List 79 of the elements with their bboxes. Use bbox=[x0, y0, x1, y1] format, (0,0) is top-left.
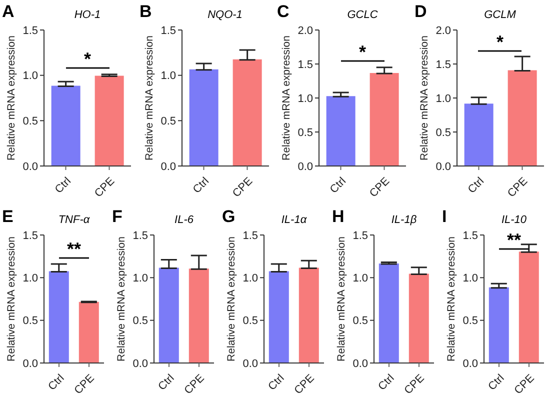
text: F bbox=[112, 207, 122, 227]
y-axis-title: Relative mRNA expression bbox=[418, 35, 430, 160]
chart-title: IL-1α bbox=[280, 214, 308, 226]
text: A bbox=[2, 2, 14, 22]
y-axis-title: Relative mRNA expression bbox=[336, 236, 348, 362]
y-tick-label: 1.0 bbox=[435, 92, 450, 105]
chart-title: IL-10 bbox=[500, 214, 528, 226]
chart-title: NQO-1 bbox=[206, 9, 244, 21]
text: D bbox=[414, 2, 427, 22]
y-tick-label: 0.0 bbox=[462, 358, 478, 370]
y-tick-label: 0.0 bbox=[352, 358, 368, 370]
y-tick-label: 0.0 bbox=[435, 160, 450, 173]
y-tick-label: 0.5 bbox=[298, 126, 313, 139]
y-tick-label: 0.0 bbox=[22, 160, 38, 173]
chart-title: GCLM bbox=[483, 9, 517, 21]
y-tick-label: 1.5 bbox=[298, 58, 313, 71]
annotation: * bbox=[82, 49, 92, 70]
y-tick-label: 1.0 bbox=[22, 70, 38, 82]
y-axis-title: Relative mRNA expression bbox=[116, 236, 128, 362]
chart-title: GCLC bbox=[346, 9, 379, 21]
x-tick-label: Ctrl bbox=[328, 175, 349, 196]
y-tick-label: 1.5 bbox=[22, 230, 38, 242]
y-tick-label: 0.0 bbox=[298, 160, 313, 173]
y-tick-label: 0.5 bbox=[132, 315, 148, 328]
y-tick-label: 0.5 bbox=[435, 126, 450, 139]
y-tick-label: 1.0 bbox=[352, 272, 368, 285]
y-tick-label: 1.0 bbox=[22, 272, 38, 285]
text: H bbox=[332, 207, 344, 227]
y-axis-title: Relative mRNA expression bbox=[6, 35, 18, 160]
x-tick-label: Ctrl bbox=[46, 372, 67, 393]
chart-title: IL-6 bbox=[174, 214, 194, 226]
y-tick-label: 0.0 bbox=[160, 160, 176, 173]
text: C bbox=[277, 2, 290, 22]
annotation: * bbox=[495, 32, 504, 52]
text: I bbox=[442, 207, 447, 227]
y-tick-label: 1.0 bbox=[298, 92, 313, 105]
annotation: ** bbox=[506, 230, 522, 250]
y-tick-label: 0.0 bbox=[22, 358, 38, 370]
y-tick-label: 1.0 bbox=[132, 272, 148, 285]
annotation: * bbox=[358, 42, 367, 62]
y-tick-label: 2.0 bbox=[298, 24, 313, 37]
y-tick-label: 0.5 bbox=[352, 315, 368, 328]
annotation: ** bbox=[66, 239, 82, 259]
text: G bbox=[222, 207, 236, 227]
chart-title: TNF-α bbox=[57, 214, 91, 226]
y-tick-label: 1.5 bbox=[22, 24, 38, 37]
y-tick-label: 1.5 bbox=[352, 230, 368, 242]
y-tick-label: 0.5 bbox=[462, 315, 478, 328]
y-axis-title: Relative mRNA expression bbox=[226, 236, 238, 362]
y-tick-label: 1.0 bbox=[242, 272, 258, 285]
y-tick-label: 1.5 bbox=[242, 230, 258, 242]
y-tick-label: 1.5 bbox=[435, 58, 450, 71]
y-tick-label: 2.0 bbox=[435, 24, 450, 37]
y-tick-label: 0.5 bbox=[242, 315, 258, 328]
y-tick-label: 0.5 bbox=[22, 315, 38, 328]
chart-title: HO-1 bbox=[73, 9, 102, 21]
text: E bbox=[2, 207, 14, 227]
text: B bbox=[140, 2, 152, 22]
y-tick-label: 1.0 bbox=[160, 70, 176, 82]
x-tick-label: Ctrl bbox=[190, 175, 212, 196]
x-tick-label: Ctrl bbox=[376, 372, 397, 393]
y-axis-title: Relative mRNA expression bbox=[143, 35, 156, 160]
y-tick-label: 1.5 bbox=[132, 230, 148, 242]
y-tick-label: 1.5 bbox=[462, 230, 478, 242]
x-tick-label: Ctrl bbox=[266, 372, 287, 393]
x-tick-label: Ctrl bbox=[52, 175, 74, 196]
x-tick-label: Ctrl bbox=[156, 372, 177, 393]
y-tick-label: 1.5 bbox=[160, 24, 176, 37]
y-axis-title: Relative mRNA expression bbox=[6, 236, 18, 362]
y-tick-label: 0.5 bbox=[160, 116, 176, 128]
y-axis-title: Relative mRNA expression bbox=[280, 35, 293, 160]
y-tick-label: 0.0 bbox=[242, 358, 258, 370]
x-tick-label: Ctrl bbox=[465, 175, 486, 196]
y-axis-title: Relative mRNA expression bbox=[446, 236, 458, 362]
chart-title: IL-1β bbox=[390, 214, 418, 226]
y-tick-label: 0.5 bbox=[22, 116, 38, 128]
y-tick-label: 0.0 bbox=[132, 358, 148, 370]
y-tick-label: 1.0 bbox=[462, 272, 478, 285]
x-tick-label: Ctrl bbox=[486, 372, 507, 393]
